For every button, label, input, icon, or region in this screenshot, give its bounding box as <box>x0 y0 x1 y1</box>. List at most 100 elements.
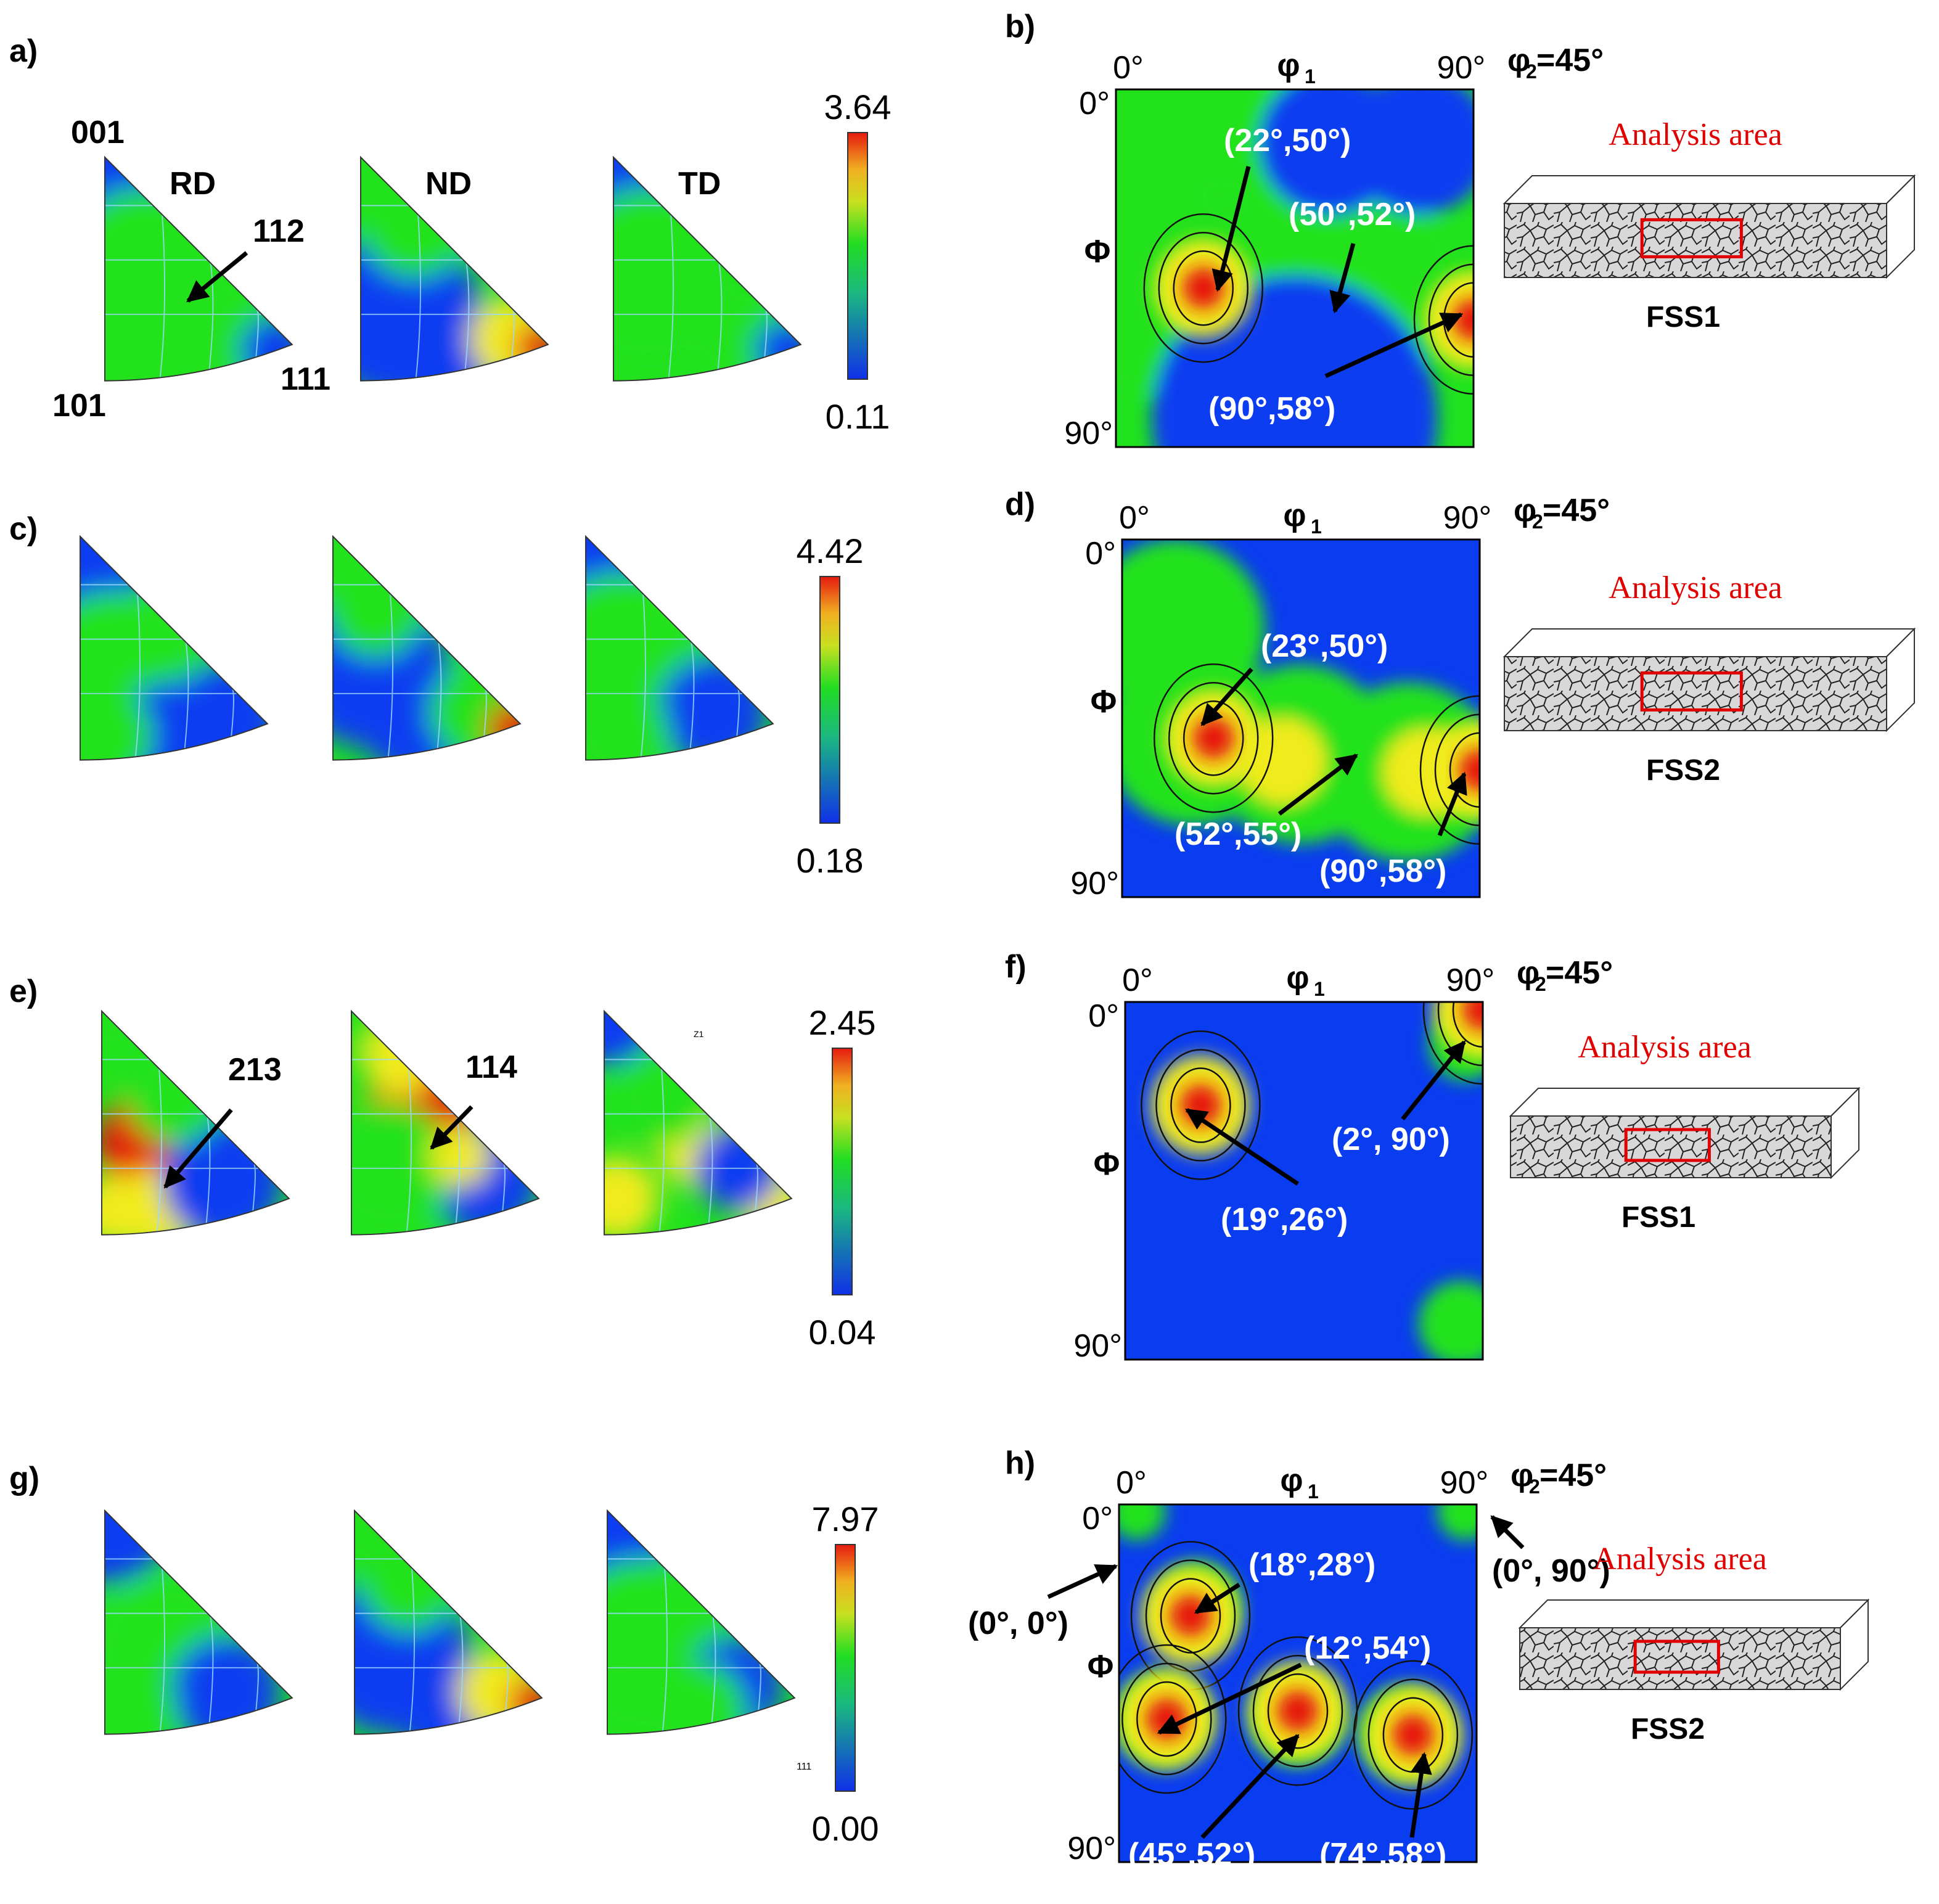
odf-contour <box>1153 663 1274 813</box>
odf-frame <box>1118 1503 1478 1863</box>
ipf-arrow-114 <box>430 1105 473 1150</box>
odf-contour <box>1170 1067 1231 1143</box>
odf-peak-arrow <box>1409 1752 1432 1838</box>
odf-peak-label: (2°, 90°) <box>1332 1122 1450 1157</box>
odf-peak <box>1353 1660 1474 1810</box>
odf-x-start: 0° <box>1116 1465 1147 1501</box>
colorbar-min: 0.04 <box>809 1313 876 1352</box>
corner-label-101: 101 <box>52 388 106 424</box>
ipf-blob <box>649 1662 747 1734</box>
odf-contour <box>1367 1678 1459 1792</box>
odf-peak-core <box>1392 1713 1434 1756</box>
odf-contour <box>1428 263 1474 377</box>
odf-panel-label: d) <box>1005 486 1035 522</box>
odf-blob <box>1418 1281 1483 1360</box>
odf-peak <box>1153 663 1274 813</box>
ipf-fill <box>102 1011 289 1235</box>
odf-y-label: Φ <box>1091 684 1117 720</box>
odf-section-sub: 2 <box>1526 60 1537 83</box>
odf-contour <box>1136 1681 1197 1757</box>
sample-label: FSS1 <box>1646 301 1720 334</box>
ipf-triangle-3 <box>604 1009 793 1236</box>
odf-y-start: 0° <box>1082 1501 1113 1537</box>
odf-peak-label: (19°,26°) <box>1221 1202 1348 1237</box>
ipf-grid-line <box>158 215 165 381</box>
odf-contour <box>1145 1559 1236 1672</box>
ipf-annotation-213: 213 <box>228 1052 282 1088</box>
direction-label-td: TD <box>678 166 721 202</box>
odf-contour <box>1419 695 1480 845</box>
sample-block: Analysis area FSS2 <box>1518 1541 1870 1746</box>
odf-peak-label: (0°, 0°) <box>968 1606 1068 1641</box>
ipf-arrow-112 <box>186 251 248 303</box>
ipf-grid-line <box>414 215 421 381</box>
direction-label-nd: ND <box>425 166 472 202</box>
odf-x-end: 90° <box>1437 50 1486 86</box>
ipf-blob <box>430 1126 491 1187</box>
ipf-blob <box>102 1174 150 1235</box>
odf-section-value: =45° <box>1539 1458 1607 1493</box>
stray-label-z1: Z1 <box>694 1029 704 1039</box>
ipf-blobs <box>586 536 768 760</box>
odf-peak-label: (50°,52°) <box>1289 197 1416 232</box>
stray-label-111: 111 <box>797 1762 811 1772</box>
ipf-blob <box>333 560 424 658</box>
odf-x-label: φ <box>1283 498 1306 533</box>
ipf-outline <box>585 535 774 761</box>
odf-y-start: 0° <box>1079 86 1110 121</box>
ipf-triangle-1 <box>101 1009 290 1236</box>
ipf-fill <box>351 1011 539 1235</box>
ipf-blob <box>486 702 520 757</box>
ipf-panel-label: a) <box>9 33 38 69</box>
ipf-grid-line <box>134 594 141 760</box>
odf-contour <box>1158 231 1249 345</box>
ipf-grid <box>333 584 490 760</box>
odf-section-label: φ <box>1514 493 1536 528</box>
block-front <box>1519 1627 1841 1690</box>
ipf-triangle-2 <box>351 1009 540 1236</box>
odf-map <box>1118 1503 1478 1863</box>
odf-x-end: 90° <box>1440 1465 1489 1501</box>
panel-2: c)d)4.420.180° 90°φ 10°90°Φφ2 =45°(23°,50°)… <box>9 486 1916 901</box>
colorbar <box>835 1544 856 1792</box>
odf-peak-label: (0°, 90°) <box>1492 1553 1610 1589</box>
odf-section-sub: 2 <box>1529 1475 1540 1498</box>
odf-y-start: 0° <box>1088 998 1119 1034</box>
ipf-grid-line <box>661 1568 668 1734</box>
odf-blob <box>1259 89 1402 215</box>
odf-peak <box>1237 1636 1358 1786</box>
ipf-panel-label: e) <box>9 974 38 1009</box>
ipf-blob <box>80 687 153 760</box>
odf-frame <box>1121 538 1481 898</box>
odf-peak-label: (18°,28°) <box>1248 1547 1375 1583</box>
sample-block: Analysis area FSS1 <box>1509 1030 1861 1234</box>
ipf-triangle-1 <box>104 1509 293 1735</box>
ipf-triangle-3 <box>613 155 802 382</box>
odf-section-value: =45° <box>1543 493 1610 528</box>
ipf-outline <box>101 1009 290 1236</box>
odf-x-label: φ <box>1280 1463 1303 1498</box>
ipf-outline <box>104 155 293 382</box>
ipf-blob <box>360 1535 457 1631</box>
ipf-grid-line <box>182 642 189 760</box>
block-top <box>1502 175 1916 204</box>
odf-peak <box>1119 1644 1227 1794</box>
analysis-area-label: Analysis area <box>1609 570 1782 605</box>
ipf-fill <box>586 536 773 760</box>
ipf-blob <box>385 302 494 381</box>
ipf-grid <box>604 1059 761 1235</box>
odf-contour <box>1413 245 1474 395</box>
odf-peak-label: (90°,58°) <box>1208 391 1335 427</box>
odf-y-end: 90° <box>1067 1831 1116 1866</box>
ipf-grid-line <box>203 1117 211 1235</box>
block-top <box>1502 628 1916 657</box>
odf-panel-label: h) <box>1005 1445 1035 1481</box>
odf-peak-core <box>1462 1002 1483 1031</box>
ipf-triangle-2 <box>332 535 522 761</box>
ipf-fill <box>361 157 548 381</box>
ipf-outline <box>104 1509 293 1735</box>
